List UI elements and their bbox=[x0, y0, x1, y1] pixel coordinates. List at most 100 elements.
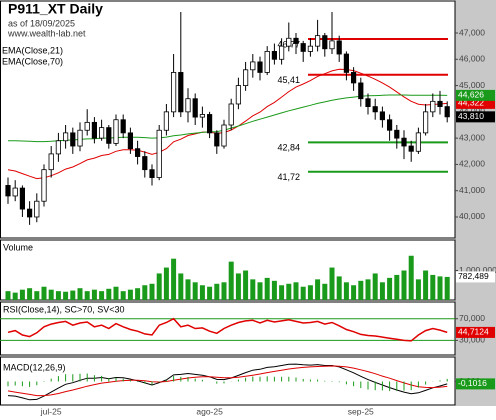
volume-bar bbox=[250, 279, 256, 300]
candle-body bbox=[271, 51, 278, 60]
volume-bar bbox=[178, 273, 184, 300]
y-tick-label: 30,000 bbox=[459, 335, 485, 345]
last-value: 44,322 bbox=[458, 98, 484, 108]
candle-body bbox=[307, 45, 314, 52]
candle-body bbox=[343, 53, 350, 73]
y-tick-label: 46,000 bbox=[459, 54, 485, 64]
candle-body bbox=[63, 132, 69, 142]
candle-body bbox=[350, 72, 357, 84]
ema-line bbox=[7, 68, 448, 180]
candle-body bbox=[185, 98, 191, 113]
volume-bar bbox=[113, 286, 119, 300]
last-value: 44,626 bbox=[458, 90, 484, 100]
y-tick-label: 70,000 bbox=[459, 313, 485, 323]
volume-bar bbox=[55, 291, 61, 300]
candle-body bbox=[99, 127, 105, 139]
volume-bar bbox=[84, 291, 90, 300]
candle-body bbox=[134, 148, 141, 157]
volume-bar bbox=[437, 276, 443, 300]
candle-body bbox=[379, 111, 386, 121]
macd-line bbox=[7, 365, 448, 397]
candle-body bbox=[430, 100, 436, 113]
legend-entry: EMA(Close,21) bbox=[2, 45, 63, 55]
candle-body bbox=[19, 187, 26, 210]
candle-body bbox=[106, 127, 112, 144]
volume-bar bbox=[235, 273, 241, 300]
y-tick-label: 45,000 bbox=[459, 80, 485, 90]
candle-body bbox=[437, 100, 443, 107]
volume-bar bbox=[315, 279, 321, 300]
y-tick-label: 40,000 bbox=[459, 211, 485, 221]
volume-bar bbox=[365, 279, 371, 300]
candle-body bbox=[48, 153, 54, 171]
y-tick-label: 47,000 bbox=[459, 27, 485, 37]
candle-body bbox=[142, 156, 148, 171]
candle-body bbox=[444, 106, 450, 118]
candle-body bbox=[221, 124, 227, 147]
volume-bar bbox=[192, 282, 198, 300]
volume-bar bbox=[444, 276, 450, 300]
panel-title: Volume bbox=[3, 242, 33, 252]
volume-bar bbox=[135, 288, 141, 300]
candle-body bbox=[149, 169, 155, 178]
candle-body bbox=[26, 208, 33, 218]
volume-bar bbox=[70, 290, 76, 300]
legend-entry: EMA(Close,70) bbox=[2, 56, 63, 66]
candle-body bbox=[235, 85, 241, 105]
candle-body bbox=[401, 137, 407, 147]
last-value: 782,489 bbox=[458, 271, 489, 281]
candle-body bbox=[91, 121, 97, 139]
volume-bar bbox=[379, 282, 385, 300]
volume-bar bbox=[401, 270, 407, 300]
y-tick-label: 44,000 bbox=[459, 106, 485, 116]
volume-bar bbox=[293, 282, 299, 300]
candle-body bbox=[300, 43, 306, 52]
volume-bar bbox=[120, 291, 126, 300]
subtitle: as of 18/09/2025 bbox=[8, 18, 75, 28]
axis-strip bbox=[455, 0, 496, 406]
candle-body bbox=[12, 187, 18, 197]
candle-body bbox=[156, 129, 162, 178]
candle-body bbox=[422, 111, 429, 134]
volume-bar bbox=[358, 280, 364, 300]
volume-bar bbox=[19, 289, 25, 300]
candle-body bbox=[336, 40, 342, 55]
panel-title: MACD(12,26,9) bbox=[3, 362, 66, 372]
last-value-box bbox=[456, 378, 495, 390]
volume-bar bbox=[351, 285, 357, 300]
volume-bar bbox=[408, 255, 414, 300]
volume-bar bbox=[63, 291, 69, 300]
candle-body bbox=[5, 185, 11, 197]
candle-body bbox=[415, 132, 422, 152]
x-tick-label: ago-25 bbox=[196, 406, 223, 416]
volume-bar bbox=[279, 285, 285, 300]
volume-bar bbox=[221, 282, 227, 300]
last-value: 44,7124 bbox=[458, 327, 489, 337]
candle-body bbox=[408, 145, 414, 152]
volume-bar bbox=[27, 288, 33, 300]
last-value-box bbox=[456, 271, 495, 283]
last-value: -0,1016 bbox=[458, 378, 487, 388]
candle-body bbox=[170, 72, 177, 113]
candle-body bbox=[113, 119, 119, 144]
volume-bar bbox=[142, 285, 148, 300]
candle-body bbox=[314, 35, 321, 47]
volume-bar bbox=[307, 285, 313, 300]
candle-body bbox=[77, 129, 83, 147]
volume-bar bbox=[5, 291, 11, 300]
last-value-box bbox=[456, 97, 495, 109]
volume-bar bbox=[271, 280, 277, 300]
candle-body bbox=[120, 119, 126, 134]
x-tick-label: sep-25 bbox=[348, 406, 374, 416]
level-label: 45,41 bbox=[277, 75, 300, 85]
volume-bar bbox=[163, 267, 169, 300]
x-tick-label: jul-25 bbox=[40, 406, 62, 416]
volume-bar bbox=[336, 276, 342, 300]
candle-body bbox=[199, 114, 205, 118]
candle-body bbox=[127, 132, 133, 150]
volume-bar bbox=[77, 288, 83, 300]
last-close: 43,810 bbox=[458, 111, 484, 121]
volume-bar bbox=[372, 273, 378, 300]
volume-bar bbox=[264, 277, 270, 300]
chart-title: P911_XT Daily bbox=[8, 1, 103, 17]
